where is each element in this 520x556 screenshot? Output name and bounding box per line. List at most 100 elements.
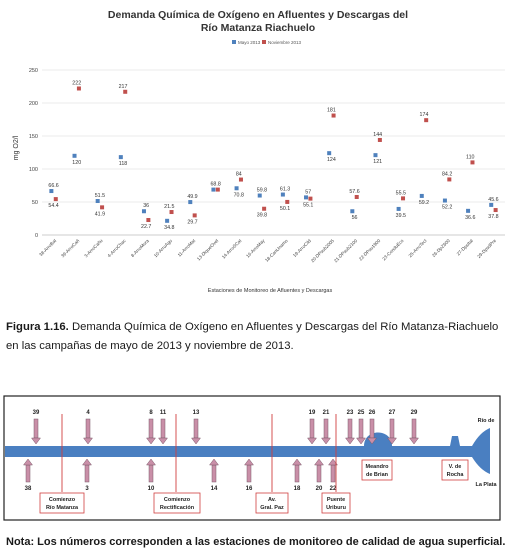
station-number-bottom: 22 [330, 486, 337, 492]
label-rio-de-la-plata-line2: La Plata [475, 482, 497, 488]
rocha-shape [450, 436, 460, 446]
data-label: 39.5 [396, 213, 406, 219]
data-label: 70.8 [234, 192, 244, 198]
data-point [53, 197, 58, 202]
label-v-de-rocha-line1: V. de [449, 464, 462, 470]
data-label: 181 [327, 108, 336, 114]
data-point [169, 210, 174, 215]
y-tick-label: 200 [29, 101, 38, 107]
data-point [493, 208, 498, 213]
station-number-top: 29 [411, 410, 418, 416]
note-caption: Nota: Los números corresponden a las est… [6, 536, 506, 548]
station-arrowhead [31, 437, 41, 445]
data-point [489, 202, 494, 207]
data-point [238, 177, 243, 182]
legend-label-mayo: Mayo 2013 [238, 40, 261, 45]
station-arrow [358, 418, 364, 439]
station-arrow [411, 418, 417, 439]
station-arrowhead [209, 458, 219, 466]
y-tick-label: 150 [29, 134, 38, 140]
x-tick-label: 10-ArroAgu [153, 238, 173, 258]
data-label: 121 [373, 159, 382, 165]
chart-svg: Demanda Química de Oxígeno en Afluentes … [13, 9, 505, 294]
data-point [72, 153, 77, 158]
data-label: 49.9 [187, 194, 197, 200]
label-comienzo-matanza-line2: Río Matanza [46, 505, 79, 511]
label-puente-uriburu: Puente Uriburu [321, 492, 351, 514]
data-point [192, 213, 197, 218]
bottom-station-arrows: 38 3 10 14 16 18 20 22 [23, 458, 338, 492]
data-label: 36.6 [465, 215, 475, 221]
y-tick-labels: 0 50 100 150 200 250 [29, 68, 38, 239]
station-number-bottom: 10 [148, 486, 155, 492]
station-arrow [85, 418, 91, 439]
data-label: 45.6 [488, 197, 498, 203]
grid-layer [42, 69, 505, 236]
station-arrow [294, 464, 300, 483]
station-arrowhead [292, 458, 302, 466]
station-arrowhead [244, 458, 254, 466]
label-v-de-rocha-line2: Rocha [447, 472, 465, 478]
chart-panel: Demanda Química de Oxígeno en Afluentes … [13, 9, 505, 294]
top-station-arrows: 39 4 8 11 13 19 21 23 25 26 27 29 [31, 410, 419, 445]
data-label: 217 [119, 84, 128, 90]
data-label: 22.7 [141, 224, 151, 230]
label-v-de-rocha: V. de Rocha [441, 459, 469, 481]
station-arrowhead [83, 437, 93, 445]
data-point [118, 155, 123, 160]
data-label: 34.8 [164, 225, 174, 231]
data-point [442, 198, 447, 203]
data-label: 36 [143, 203, 149, 209]
station-number-top: 27 [389, 410, 396, 416]
data-point [76, 86, 81, 91]
label-av-gral-paz-line2: Gral. Paz [260, 505, 284, 511]
station-arrow [369, 418, 375, 439]
y-axis-label: mg O2/l [13, 135, 20, 160]
label-av-gral-paz: Av. Gral. Paz [255, 492, 289, 514]
data-label: 56 [352, 215, 358, 221]
station-arrowhead [314, 458, 324, 466]
station-arrow [316, 464, 322, 483]
station-number-top: 39 [33, 410, 40, 416]
x-tick-label: 21-DPsub2100 [333, 238, 359, 264]
station-arrowhead [23, 458, 33, 466]
station-arrow [246, 464, 252, 483]
station-arrowhead [307, 437, 317, 445]
data-label: 57 [305, 189, 311, 195]
x-tick-label: 16-ArroMay [245, 238, 266, 259]
data-point [165, 218, 170, 223]
data-point [146, 218, 151, 223]
station-arrow [211, 464, 217, 483]
station-number-top: 19 [309, 410, 316, 416]
station-arrow [193, 418, 199, 439]
station-arrowhead [146, 458, 156, 466]
data-label: 59.8 [257, 188, 267, 194]
x-tick-label: 39-ArroCañ [60, 238, 81, 259]
x-tick-label: 22-DPsu1900 [358, 238, 382, 262]
river-diagram-svg: 39 4 8 11 13 19 21 23 25 26 27 29 38 3 10 14 16 18 20 22 C… [3, 395, 501, 521]
station-number-top: 8 [149, 410, 153, 416]
data-label: 51.5 [95, 193, 105, 199]
data-point [141, 209, 146, 214]
legend-swatch-mayo [232, 40, 236, 44]
data-label: 54.4 [48, 203, 58, 209]
x-tick-label: 23-ConduEcs [381, 238, 405, 262]
y-tick-label: 100 [29, 167, 38, 173]
data-point [211, 187, 216, 192]
station-number-bottom: 20 [316, 486, 323, 492]
y-tick-label: 50 [32, 200, 38, 206]
station-number-bottom: 16 [246, 486, 253, 492]
data-label: 41.9 [95, 211, 105, 217]
label-puente-uriburu-line1: Puente [327, 497, 345, 503]
data-point [262, 206, 267, 211]
data-label: 144 [373, 132, 382, 138]
estuary-shape [472, 428, 490, 474]
station-number-top: 21 [323, 410, 330, 416]
label-meandro-brian-line1: Meandro [366, 464, 390, 470]
label-rio-de-la-plata-line1: Río de [478, 418, 495, 424]
data-point [354, 194, 359, 199]
data-label: 39.8 [257, 213, 267, 219]
data-label: 84 [236, 172, 242, 178]
x-axis-label: Estaciones de Monitoreo de Afluentes y D… [208, 288, 333, 294]
x-tick-label: 14-ArroSCat [221, 238, 243, 260]
